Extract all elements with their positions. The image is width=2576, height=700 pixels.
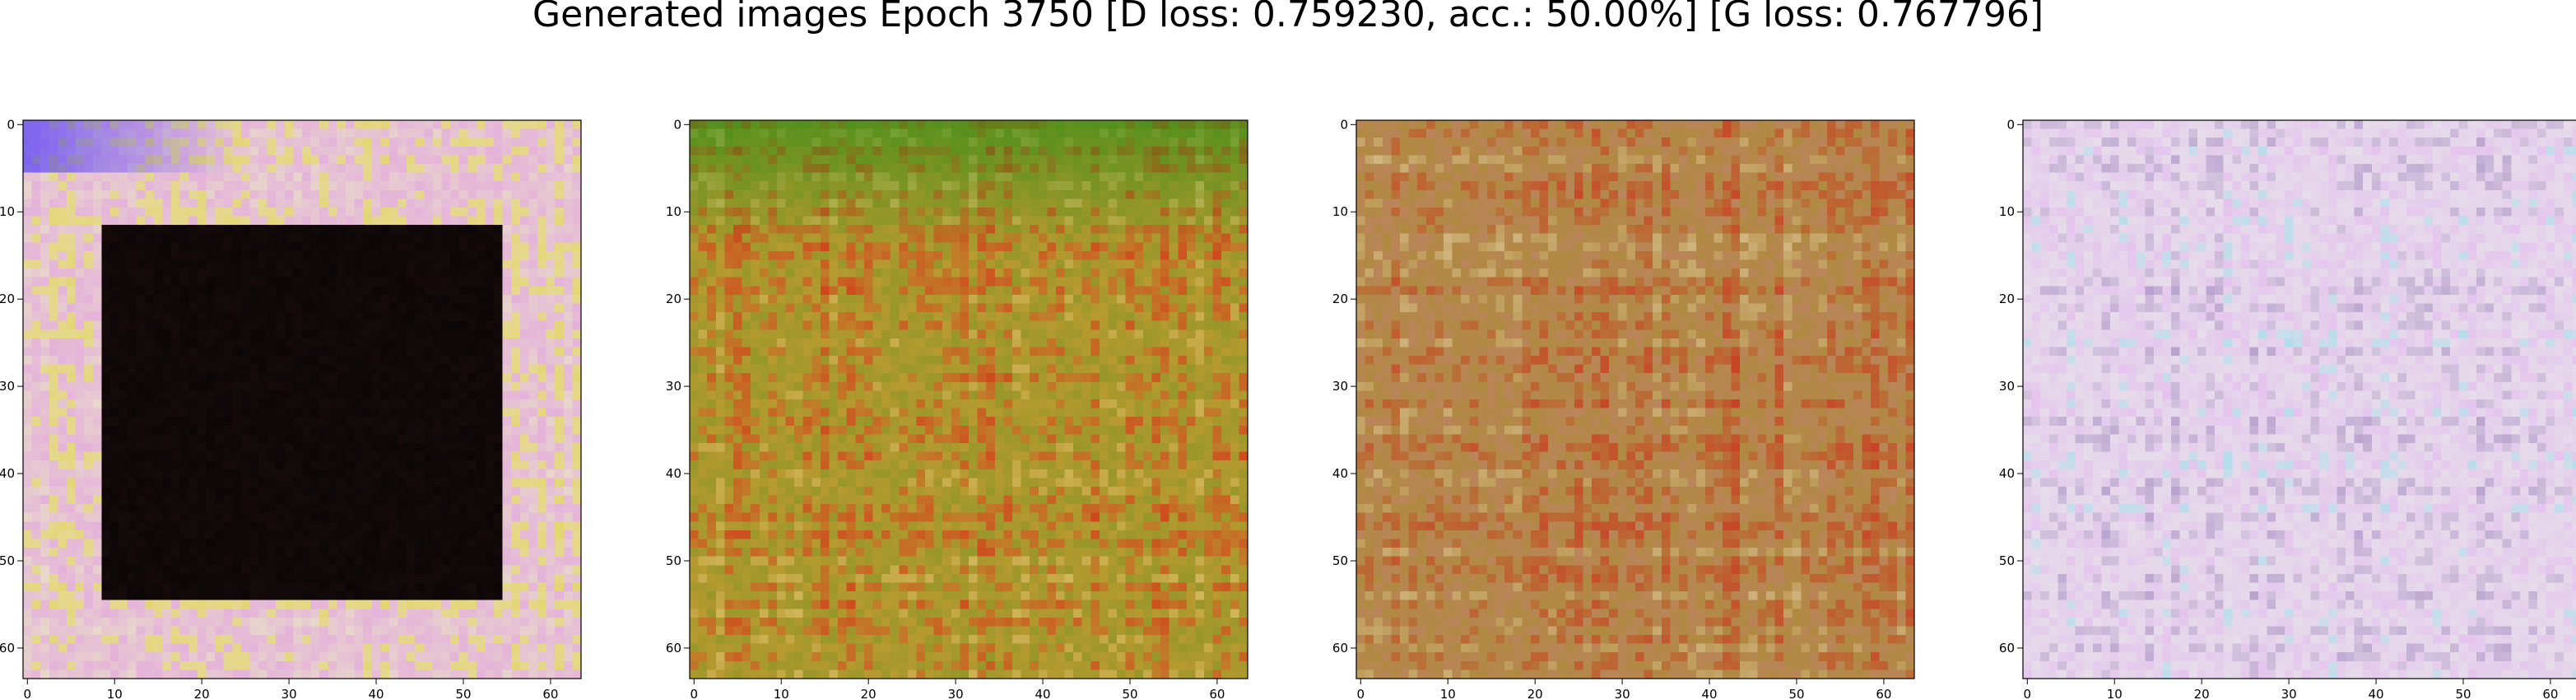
x-tick-label: 30 xyxy=(281,687,297,700)
generated-image xyxy=(2023,120,2576,679)
x-tick-label: 40 xyxy=(1035,687,1051,700)
x-tick-label: 20 xyxy=(1527,687,1543,700)
y-tick-label: 10 xyxy=(666,204,681,219)
y-tick-label: 0 xyxy=(7,117,15,132)
y-tick-label: 20 xyxy=(0,292,15,306)
generated-image xyxy=(23,120,581,679)
y-tick-label: 60 xyxy=(0,641,15,656)
x-tick-label: 50 xyxy=(455,687,471,700)
y-tick-label: 40 xyxy=(666,466,681,481)
x-tick-label: 50 xyxy=(1788,687,1804,700)
x-tick-label: 30 xyxy=(2281,687,2297,700)
y-tick-label: 50 xyxy=(666,553,681,568)
x-tick-label: 0 xyxy=(24,687,32,700)
figure-title: Generated images Epoch 3750 [D loss: 0.7… xyxy=(532,0,2044,35)
axes-frame xyxy=(2022,119,2576,679)
x-tick-label: 60 xyxy=(1876,687,1891,700)
y-tick-label: 30 xyxy=(1999,379,2015,394)
y-tick-label: 0 xyxy=(1340,117,1348,132)
x-tick-label: 10 xyxy=(1440,687,1456,700)
x-tick-label: 40 xyxy=(369,687,384,700)
x-tick-label: 40 xyxy=(1702,687,1718,700)
x-tick-label: 0 xyxy=(690,687,699,700)
subplot-3: 0 10 20 30 40 50 60 0 10 20 30 40 50 60 xyxy=(1332,117,1915,700)
y-tick-label: 40 xyxy=(1332,466,1348,481)
y-tick-label: 30 xyxy=(0,379,15,394)
subplot-2: 0 10 20 30 40 50 60 0 10 20 30 40 50 60 xyxy=(666,117,1248,700)
x-tick-label: 20 xyxy=(861,687,876,700)
axes-frame xyxy=(1355,119,1915,679)
y-tick-label: 20 xyxy=(666,292,681,306)
axes-frame xyxy=(22,119,582,679)
x-tick-label: 50 xyxy=(2455,687,2471,700)
y-tick-label: 50 xyxy=(1332,553,1348,568)
subplot-1: 0 10 20 30 40 50 60 0 10 20 30 40 50 60 xyxy=(0,117,582,700)
y-tick-label: 0 xyxy=(673,117,681,132)
y-tick-label: 60 xyxy=(666,641,681,656)
x-tick-label: 60 xyxy=(1209,687,1225,700)
subplot-4: 0 10 20 30 40 50 60 0 10 20 30 40 50 60 xyxy=(1999,117,2576,700)
x-tick-label: 60 xyxy=(2542,687,2558,700)
axes-frame xyxy=(689,119,1248,679)
y-tick-label: 10 xyxy=(0,204,15,219)
x-tick-label: 50 xyxy=(1122,687,1137,700)
y-tick-label: 20 xyxy=(1999,292,2015,306)
y-tick-label: 10 xyxy=(1999,204,2015,219)
y-tick-label: 60 xyxy=(1999,641,2015,656)
x-tick-label: 20 xyxy=(194,687,210,700)
y-tick-label: 10 xyxy=(1332,204,1348,219)
y-tick-label: 40 xyxy=(1999,466,2015,481)
x-tick-label: 30 xyxy=(948,687,964,700)
x-tick-label: 40 xyxy=(2369,687,2384,700)
generated-image xyxy=(1356,120,1914,679)
y-tick-label: 50 xyxy=(1999,553,2015,568)
generated-image xyxy=(690,120,1248,679)
x-tick-label: 0 xyxy=(2024,687,2032,700)
x-tick-label: 20 xyxy=(2194,687,2210,700)
x-tick-label: 10 xyxy=(107,687,123,700)
y-tick-label: 30 xyxy=(1332,379,1348,394)
x-tick-label: 10 xyxy=(2107,687,2123,700)
y-tick-label: 50 xyxy=(0,553,15,568)
x-tick-label: 30 xyxy=(1615,687,1630,700)
y-tick-label: 20 xyxy=(1332,292,1348,306)
x-tick-label: 0 xyxy=(1357,687,1365,700)
x-tick-label: 10 xyxy=(774,687,789,700)
y-tick-label: 0 xyxy=(2006,117,2015,132)
y-tick-label: 40 xyxy=(0,466,15,481)
x-tick-label: 60 xyxy=(542,687,558,700)
y-tick-label: 30 xyxy=(666,379,681,394)
y-tick-label: 60 xyxy=(1332,641,1348,656)
